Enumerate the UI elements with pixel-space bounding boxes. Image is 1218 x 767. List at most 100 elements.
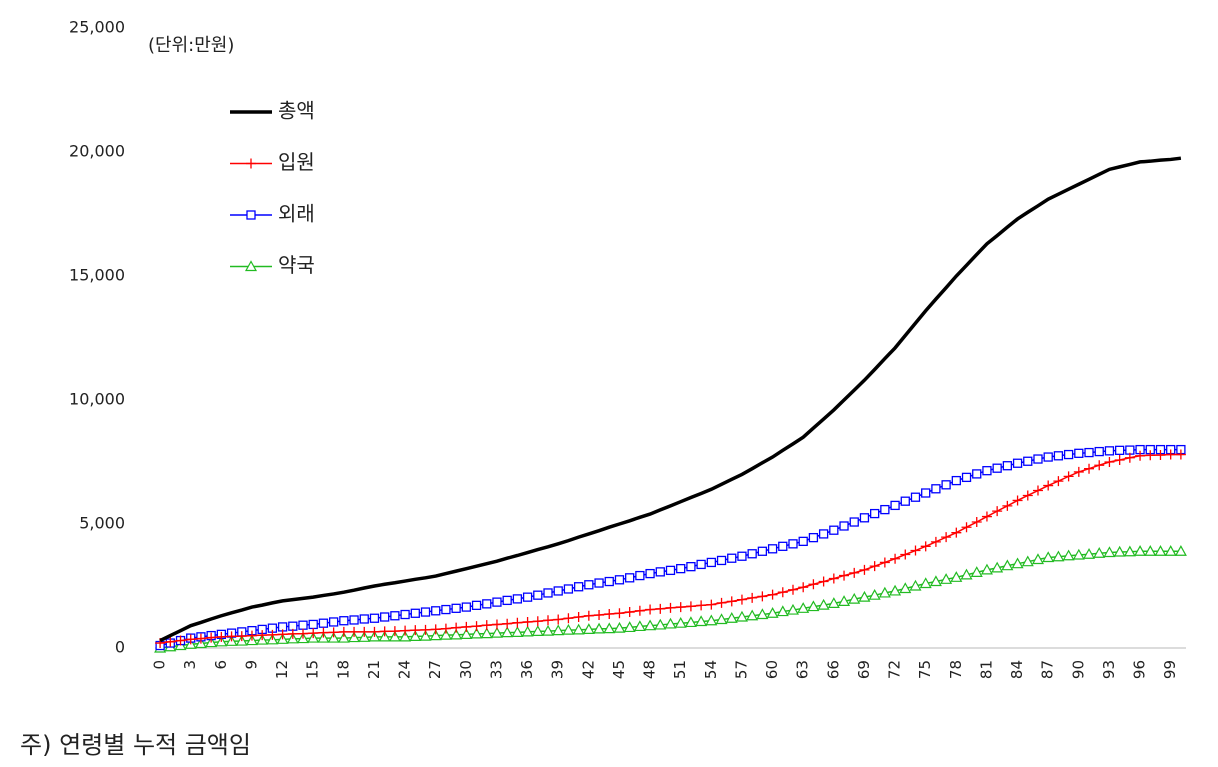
marker-square bbox=[512, 594, 523, 604]
marker-square bbox=[727, 553, 737, 563]
y-tick-label: 25,000 bbox=[69, 18, 125, 37]
marker-triangle bbox=[1011, 557, 1024, 569]
marker-plus bbox=[655, 603, 666, 614]
marker-triangle bbox=[439, 628, 452, 640]
marker-plus bbox=[767, 589, 778, 600]
marker-square bbox=[1043, 452, 1053, 462]
marker-square bbox=[818, 529, 829, 539]
marker-plus bbox=[328, 627, 339, 638]
marker-triangle bbox=[705, 614, 718, 626]
marker-plus bbox=[757, 591, 768, 602]
marker-plus bbox=[1002, 500, 1013, 511]
marker-plus bbox=[634, 605, 645, 616]
marker-plus bbox=[532, 616, 543, 627]
marker-plus bbox=[165, 636, 176, 647]
marker-plus bbox=[839, 570, 850, 581]
marker-plus bbox=[675, 602, 686, 613]
marker-square bbox=[951, 475, 961, 486]
marker-plus bbox=[298, 628, 309, 639]
marker-triangle bbox=[1113, 545, 1126, 557]
marker-plus bbox=[1032, 485, 1043, 496]
marker-triangle bbox=[746, 609, 759, 621]
marker-plus bbox=[491, 619, 502, 630]
marker-triangle bbox=[970, 566, 983, 577]
marker-triangle bbox=[654, 618, 667, 630]
marker-plus bbox=[175, 635, 186, 646]
marker-triangle bbox=[644, 619, 657, 631]
marker-plus bbox=[277, 629, 288, 640]
marker-plus bbox=[665, 602, 676, 613]
marker-square bbox=[451, 603, 461, 613]
marker-square bbox=[461, 602, 471, 612]
x-tick-label: 33 bbox=[487, 660, 505, 679]
marker-plus bbox=[828, 573, 839, 584]
marker-square bbox=[369, 613, 380, 623]
marker-triangle bbox=[1031, 553, 1045, 565]
x-tick-label: 21 bbox=[365, 660, 383, 679]
marker-triangle bbox=[776, 605, 789, 617]
x-tick-label: 99 bbox=[1161, 660, 1179, 679]
marker-triangle bbox=[490, 626, 503, 638]
marker-plus bbox=[369, 626, 380, 637]
x-tick-label: 27 bbox=[426, 660, 444, 679]
marker-plus bbox=[349, 626, 360, 637]
marker-square bbox=[349, 615, 359, 625]
marker-square bbox=[716, 555, 727, 566]
marker-triangle bbox=[695, 615, 708, 627]
x-tick-label: 18 bbox=[334, 660, 352, 679]
marker-square bbox=[788, 539, 798, 549]
marker-square bbox=[471, 600, 482, 610]
marker-triangle bbox=[1123, 545, 1136, 557]
marker-triangle bbox=[480, 627, 493, 639]
marker-square bbox=[921, 488, 931, 498]
marker-square bbox=[1104, 446, 1115, 456]
marker-plus bbox=[471, 621, 482, 632]
x-tick-label: 36 bbox=[518, 660, 536, 679]
marker-triangle bbox=[1174, 545, 1187, 556]
marker-plus bbox=[1063, 471, 1074, 482]
x-tick-label: 96 bbox=[1131, 660, 1149, 679]
marker-triangle bbox=[991, 561, 1004, 573]
marker-triangle bbox=[582, 623, 595, 635]
marker-triangle bbox=[725, 612, 738, 623]
marker-square bbox=[1002, 461, 1013, 471]
marker-square bbox=[431, 606, 441, 616]
x-tick-label: 90 bbox=[1069, 660, 1087, 679]
marker-plus bbox=[930, 536, 941, 547]
marker-plus bbox=[573, 612, 584, 622]
marker-triangle bbox=[817, 598, 830, 610]
marker-square bbox=[900, 496, 910, 506]
marker-triangle bbox=[399, 630, 412, 642]
x-tick-label: 12 bbox=[273, 660, 291, 679]
marker-plus bbox=[890, 553, 901, 564]
marker-plus bbox=[1175, 449, 1186, 460]
marker-plus bbox=[185, 634, 196, 645]
marker-square bbox=[584, 580, 594, 590]
marker-plus bbox=[451, 622, 462, 633]
marker-plus bbox=[400, 625, 411, 636]
marker-triangle bbox=[940, 573, 953, 584]
marker-triangle bbox=[419, 629, 432, 641]
marker-square bbox=[339, 616, 349, 626]
marker-triangle bbox=[1072, 548, 1085, 560]
marker-triangle bbox=[889, 584, 902, 596]
marker-plus bbox=[216, 631, 227, 642]
marker-plus bbox=[502, 618, 513, 629]
marker-plus bbox=[338, 626, 349, 637]
x-tick-label: 45 bbox=[610, 660, 628, 679]
marker-plus bbox=[696, 600, 707, 611]
marker-plus bbox=[992, 506, 1003, 517]
marker-plus bbox=[267, 629, 278, 640]
marker-plus bbox=[1094, 460, 1105, 471]
x-tick-label: 0 bbox=[151, 660, 169, 670]
marker-square bbox=[635, 570, 645, 581]
x-tick-label: 84 bbox=[1008, 660, 1026, 679]
marker-plus bbox=[777, 587, 788, 598]
marker-plus bbox=[736, 594, 747, 605]
marker-plus bbox=[787, 584, 798, 595]
y-tick-label: 5,000 bbox=[79, 514, 125, 533]
x-tick-label: 69 bbox=[855, 660, 873, 679]
marker-square bbox=[308, 619, 318, 630]
marker-plus bbox=[1073, 466, 1084, 477]
marker-square bbox=[1063, 449, 1074, 460]
